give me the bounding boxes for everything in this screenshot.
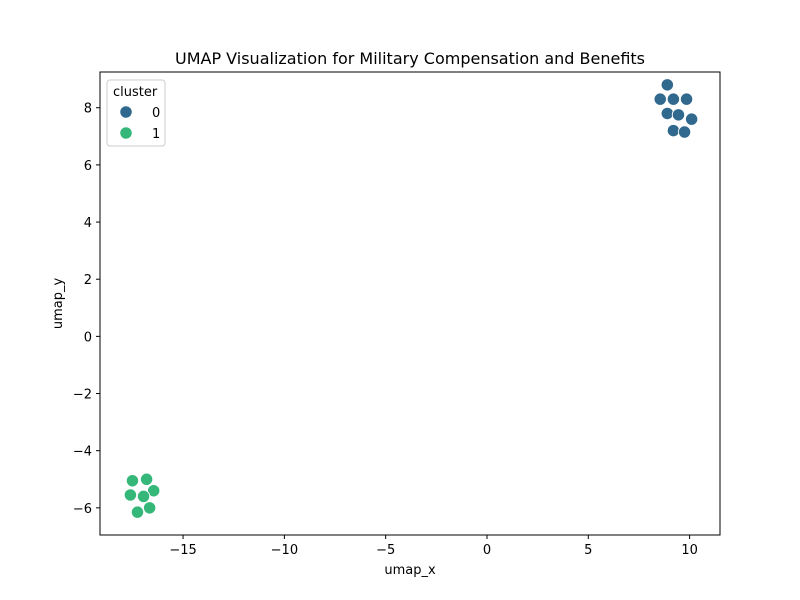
- legend-marker: [119, 126, 133, 140]
- legend: cluster 01: [106, 79, 166, 147]
- marks-layer: [123, 78, 699, 519]
- x-tick-label: −5: [376, 543, 395, 558]
- y-tick-label: 6: [84, 159, 92, 174]
- scatter-point-cluster-1: [123, 488, 138, 502]
- x-axis-label: umap_x: [384, 563, 436, 578]
- y-tick-label: −4: [73, 445, 92, 460]
- scatter-point-cluster-0: [660, 78, 674, 92]
- x-tick-label: 5: [584, 543, 592, 558]
- scatter-point-cluster-1: [139, 472, 154, 486]
- scatter-point-cluster-1: [130, 505, 145, 519]
- scatter-point-cluster-0: [684, 112, 699, 126]
- legend-entry-label: 0: [152, 106, 160, 121]
- legend-title: cluster: [113, 85, 158, 100]
- y-tick-label: 4: [84, 216, 92, 231]
- chart-title: UMAP Visualization for Military Compensa…: [175, 49, 645, 68]
- scatter-point-cluster-0: [666, 92, 681, 106]
- scatter-point-cluster-1: [147, 484, 161, 498]
- y-tick-label: 0: [84, 330, 92, 345]
- scatter-point-cluster-1: [136, 489, 151, 504]
- plot-frame: [99, 71, 721, 536]
- x-tick-label: 0: [483, 543, 491, 558]
- legend-entries: 01: [119, 105, 160, 142]
- scatter-point-cluster-1: [142, 501, 157, 515]
- scatter-point-cluster-1: [125, 474, 140, 488]
- x-tick-label: 10: [681, 543, 698, 558]
- scatter-point-cluster-0: [660, 106, 674, 121]
- y-tick-label: 2: [84, 273, 92, 288]
- scatter-point-cluster-0: [671, 108, 686, 122]
- x-tick-label: −10: [271, 543, 298, 558]
- y-tick-label: −2: [73, 388, 92, 403]
- legend-entry-label: 1: [152, 127, 160, 142]
- legend-marker: [119, 105, 133, 119]
- scatter-point-cluster-0: [677, 125, 692, 139]
- scatter-point-cluster-0: [653, 92, 667, 106]
- y-axis-label: umap_y: [51, 278, 66, 330]
- x-tick-label: −15: [169, 543, 196, 558]
- scatter-point-cluster-0: [666, 123, 681, 138]
- y-tick-label: −6: [73, 502, 92, 517]
- y-tick-label: 8: [84, 102, 92, 117]
- scatter-point-cluster-0: [679, 92, 694, 106]
